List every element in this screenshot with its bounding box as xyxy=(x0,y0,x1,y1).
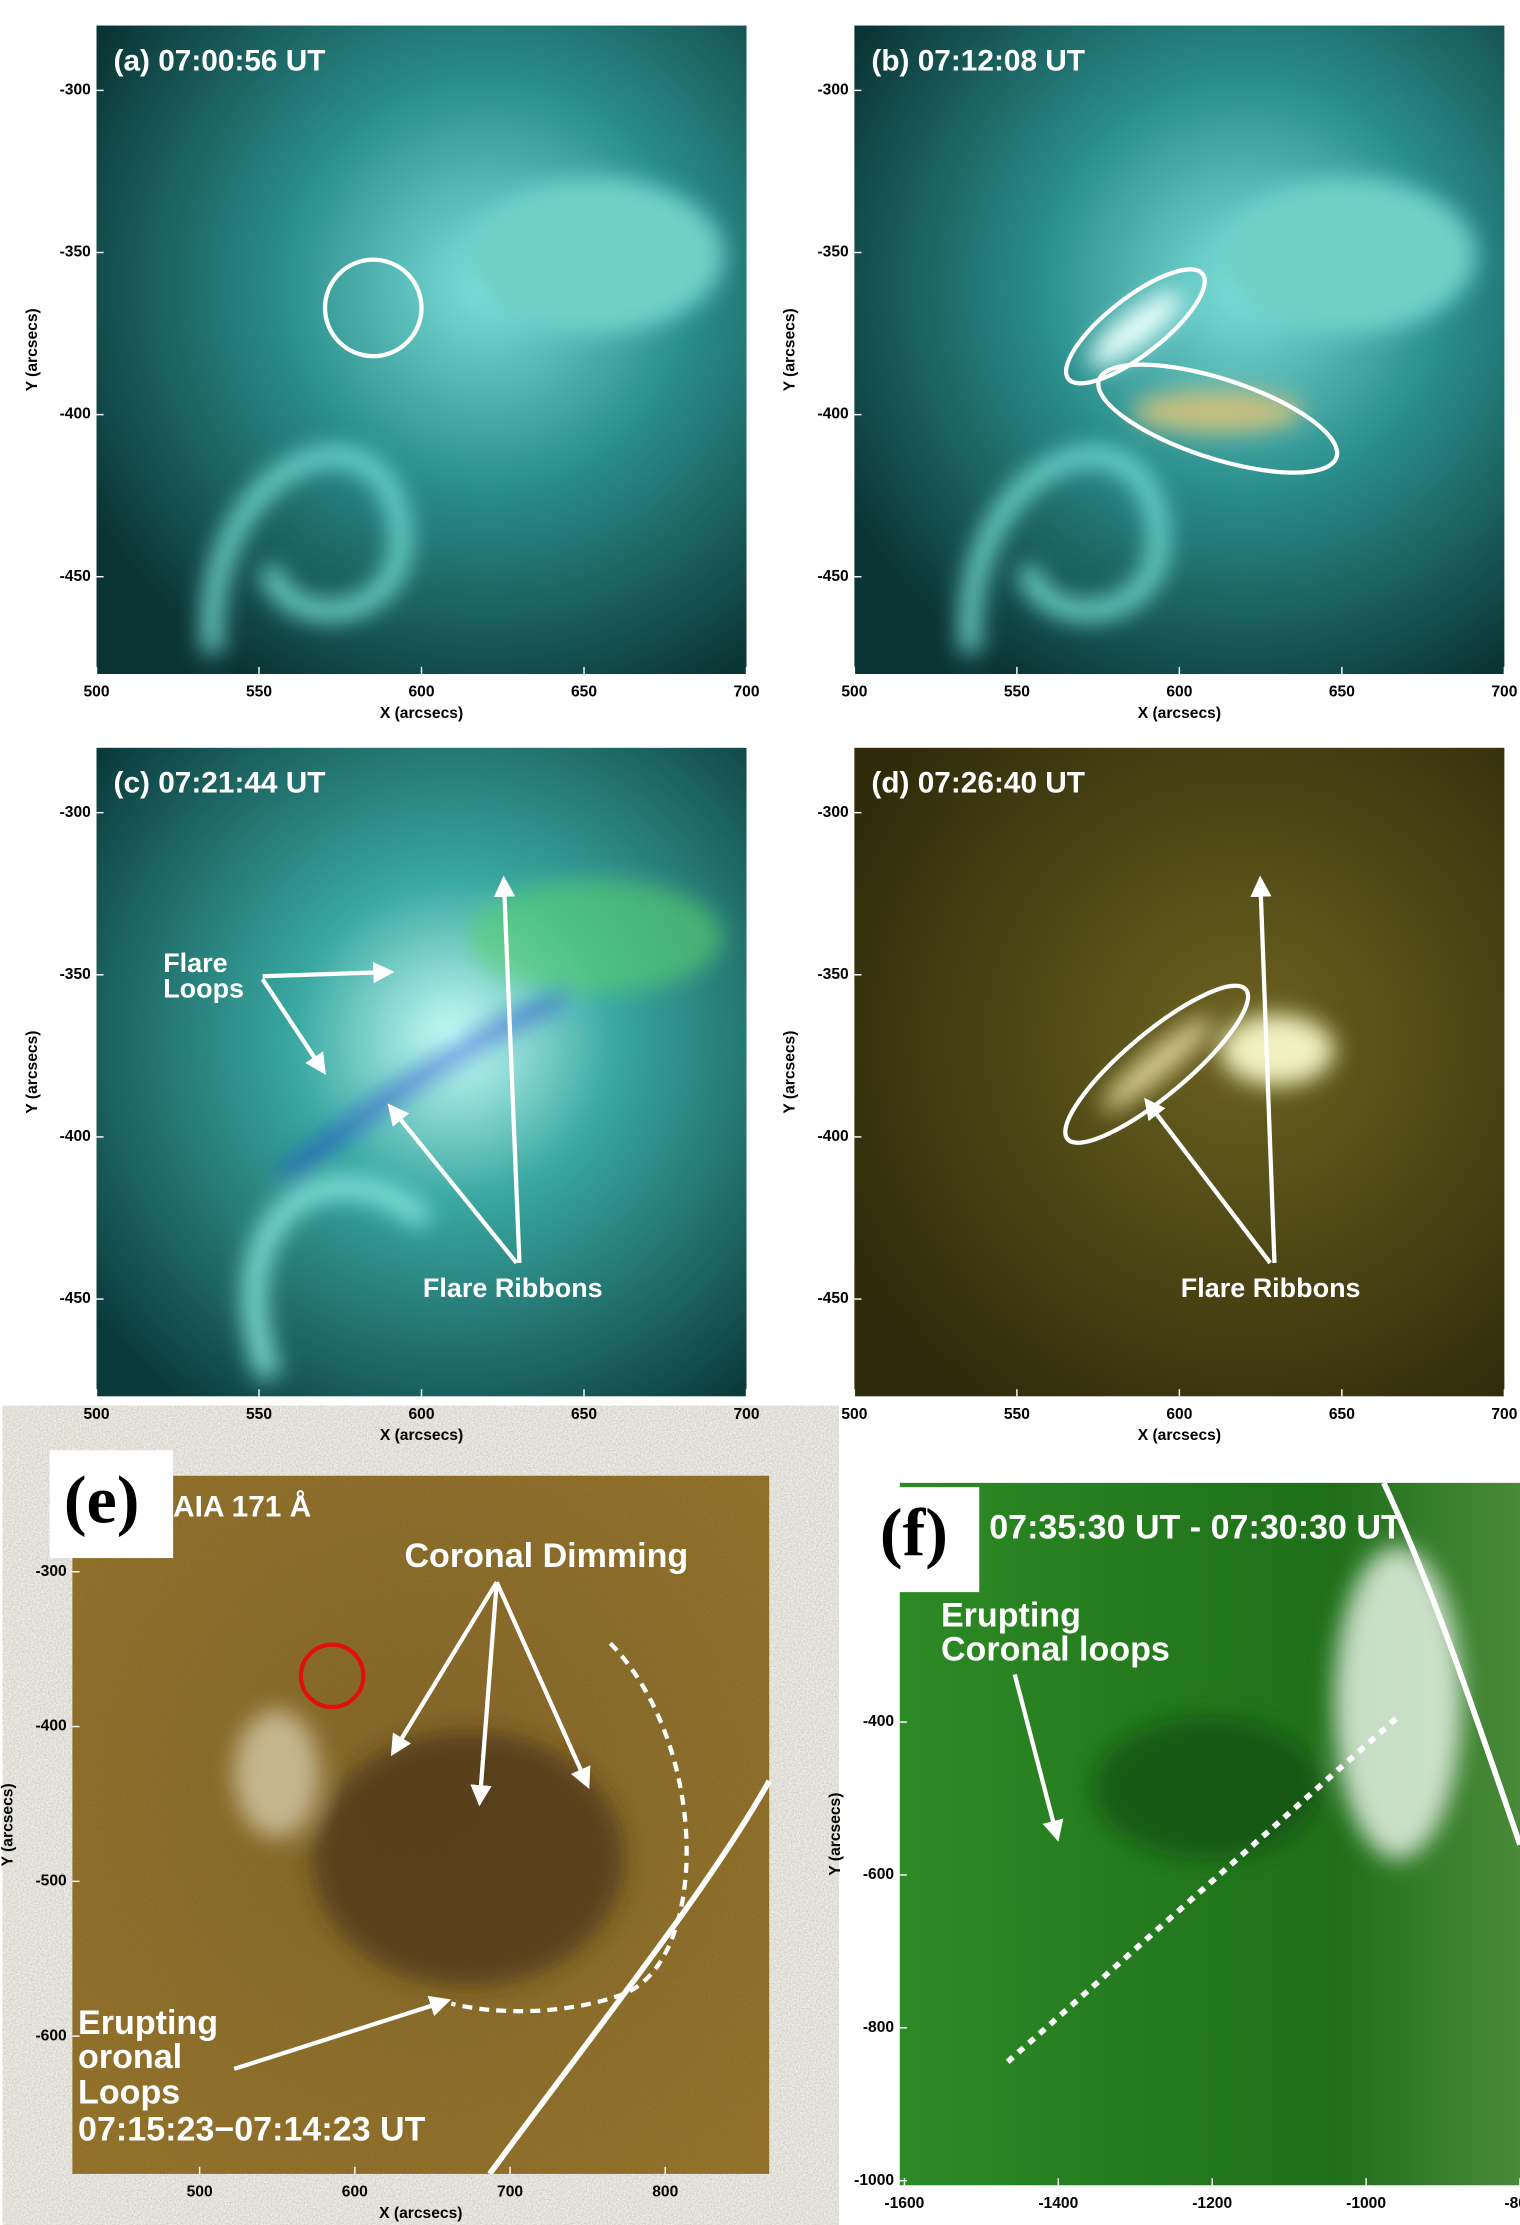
y-axis-label: Y (arcsecs) xyxy=(782,308,799,391)
y-axis-label: Y (arcsecs) xyxy=(782,1031,799,1114)
x-tick-label: 500 xyxy=(841,1406,867,1423)
y-tick-label: -1000 xyxy=(854,2172,894,2189)
annotation: Flare Ribbons xyxy=(423,1273,603,1303)
x-tick-label: 600 xyxy=(1166,1406,1192,1423)
x-tick-label: 500 xyxy=(841,684,867,701)
x-tick-label: 500 xyxy=(83,1406,109,1423)
x-tick-label: -1000 xyxy=(1346,2195,1386,2212)
x-tick-label: 550 xyxy=(246,684,272,701)
y-axis-label: Y (arcsecs) xyxy=(24,308,41,391)
x-tick-label: 550 xyxy=(1004,1406,1030,1423)
y-tick-label: -350 xyxy=(817,244,849,261)
y-tick-label: -500 xyxy=(35,1872,67,1889)
y-tick-label: -350 xyxy=(817,966,849,983)
y-tick-label: -300 xyxy=(60,82,92,99)
x-tick-label: -1200 xyxy=(1192,2195,1232,2212)
y-tick-label: -400 xyxy=(863,1713,895,1730)
y-tick-label: -400 xyxy=(817,406,849,423)
x-tick-label: 650 xyxy=(571,1406,597,1423)
image-a xyxy=(97,26,747,674)
y-tick-label: -300 xyxy=(35,1563,67,1580)
x-tick-label: 800 xyxy=(652,2183,678,2200)
image-d xyxy=(854,748,1504,1396)
x-tick-label: 700 xyxy=(733,684,759,701)
y-tick-label: -400 xyxy=(35,1718,67,1735)
x-tick-label: -1600 xyxy=(884,2195,924,2212)
x-tick-label: 500 xyxy=(187,2183,213,2200)
x-axis-label: X (arcsecs) xyxy=(380,705,463,722)
annotation: Loops xyxy=(78,2073,180,2111)
y-tick-label: -600 xyxy=(863,1866,895,1883)
x-tick-label: 600 xyxy=(408,684,434,701)
y-tick-label: -450 xyxy=(817,568,849,585)
x-tick-label: 550 xyxy=(1004,684,1030,701)
panel-label: (a) 07:00:56 UT xyxy=(114,44,326,77)
y-tick-label: -300 xyxy=(817,82,849,99)
annotation: Flare Ribbons xyxy=(1181,1273,1361,1303)
annotation: Loops xyxy=(163,974,244,1004)
panel-subtitle: AIA 171 Å xyxy=(173,1490,311,1523)
panel-label: (e) xyxy=(64,1462,140,1538)
x-tick-label: 650 xyxy=(571,684,597,701)
annotation: Erupting xyxy=(78,2004,218,2042)
y-axis-label: Y (arcsecs) xyxy=(827,1793,844,1876)
figure: (a) 07:00:56 UT (b) 07:12:08 UT (c) 07:2… xyxy=(0,0,1520,2225)
panel-label: (c) 07:21:44 UT xyxy=(114,767,326,800)
y-tick-label: -300 xyxy=(60,804,92,821)
y-tick-label: -450 xyxy=(60,1290,92,1307)
image-b xyxy=(854,26,1504,674)
x-tick-label: -1400 xyxy=(1038,2195,1078,2212)
x-tick-label: 550 xyxy=(246,1406,272,1423)
y-tick-label: -350 xyxy=(60,244,92,261)
x-axis-label: X (arcsecs) xyxy=(1138,1427,1221,1444)
y-tick-label: -350 xyxy=(60,966,92,983)
x-axis-label: X (arcsecs) xyxy=(1138,705,1221,722)
panel-label: (d) 07:26:40 UT xyxy=(871,767,1085,800)
x-tick-label: 700 xyxy=(497,2183,523,2200)
annotation: 07:15:23−07:14:23 UT xyxy=(78,2110,426,2148)
x-axis-label: X (arcsecs) xyxy=(379,2205,462,2222)
panel-label: (b) 07:12:08 UT xyxy=(871,44,1085,77)
x-tick-label: 600 xyxy=(1166,684,1192,701)
y-tick-label: -800 xyxy=(863,2019,895,2036)
y-tick-label: -450 xyxy=(60,568,92,585)
x-tick-label: 700 xyxy=(733,1406,759,1423)
x-tick-label: 600 xyxy=(408,1406,434,1423)
y-tick-label: -400 xyxy=(60,1128,92,1145)
x-tick-label: 500 xyxy=(83,684,109,701)
x-tick-label: 700 xyxy=(1491,684,1517,701)
annotation: Coronal Dimming xyxy=(404,1537,688,1575)
panel-label: (f) xyxy=(880,1494,948,1570)
y-axis-label: Y (arcsecs) xyxy=(0,1783,17,1866)
x-axis-label: X (arcsecs) xyxy=(380,1427,463,1444)
panel-subtitle: 07:35:30 UT - 07:30:30 UT xyxy=(989,1509,1402,1547)
x-tick-label: 600 xyxy=(342,2183,368,2200)
y-tick-label: -400 xyxy=(60,406,92,423)
y-tick-label: -300 xyxy=(817,804,849,821)
annotation: Coronal loops xyxy=(941,1631,1170,1669)
y-axis-label: Y (arcsecs) xyxy=(24,1031,41,1114)
annotation: Erupting xyxy=(941,1597,1081,1635)
y-tick-label: -600 xyxy=(35,2027,67,2044)
x-tick-label: 650 xyxy=(1329,1406,1355,1423)
annotation: oronal xyxy=(78,2038,182,2076)
x-tick-label: 700 xyxy=(1491,1406,1517,1423)
y-tick-label: -400 xyxy=(817,1128,849,1145)
x-tick-label: -800 xyxy=(1504,2195,1520,2212)
x-tick-label: 650 xyxy=(1329,684,1355,701)
y-tick-label: -450 xyxy=(817,1290,849,1307)
